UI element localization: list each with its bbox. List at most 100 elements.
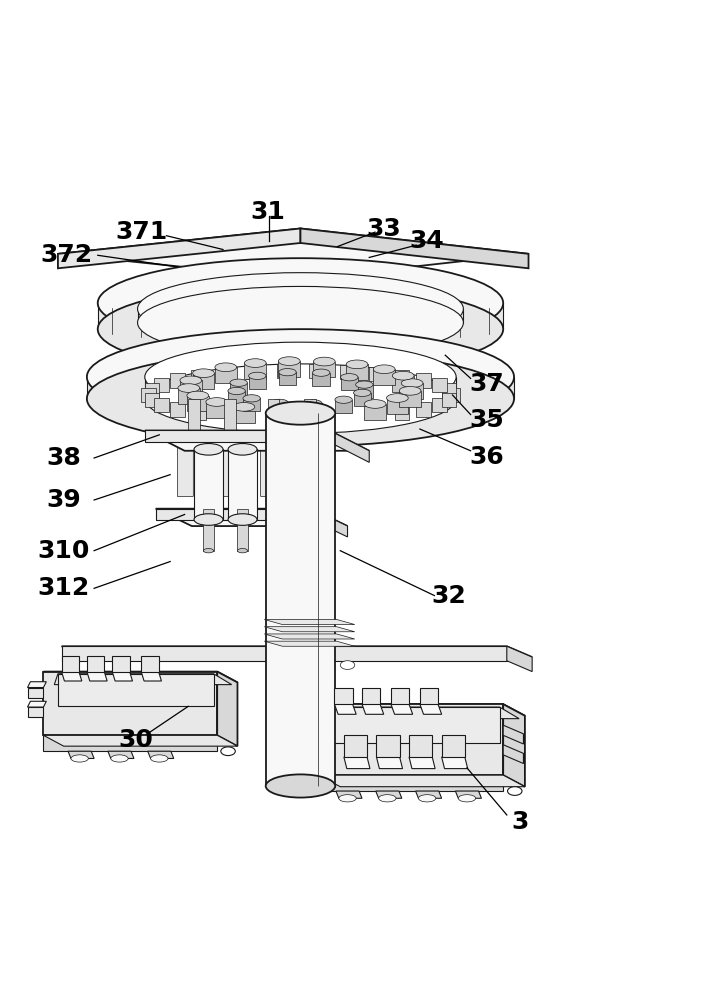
Polygon shape [392, 376, 414, 392]
Polygon shape [108, 751, 134, 758]
Polygon shape [507, 646, 532, 672]
Polygon shape [233, 407, 255, 423]
Polygon shape [141, 656, 159, 672]
Text: 3: 3 [511, 810, 529, 834]
Polygon shape [334, 688, 353, 704]
Polygon shape [215, 367, 237, 383]
Ellipse shape [335, 396, 353, 403]
Polygon shape [304, 399, 316, 442]
Polygon shape [58, 674, 214, 706]
Polygon shape [206, 402, 227, 418]
Ellipse shape [98, 284, 503, 374]
Polygon shape [43, 672, 217, 735]
Polygon shape [264, 627, 355, 632]
Polygon shape [376, 757, 403, 769]
Ellipse shape [387, 394, 408, 402]
Ellipse shape [508, 787, 522, 795]
Polygon shape [319, 775, 525, 787]
Polygon shape [355, 385, 373, 398]
Ellipse shape [178, 384, 200, 392]
Polygon shape [305, 403, 322, 416]
Ellipse shape [193, 369, 214, 378]
Polygon shape [43, 735, 237, 746]
Polygon shape [329, 430, 369, 462]
Text: 372: 372 [41, 243, 93, 267]
Text: 31: 31 [251, 200, 285, 224]
Polygon shape [261, 442, 277, 496]
Polygon shape [300, 442, 316, 496]
Polygon shape [178, 388, 200, 404]
Polygon shape [340, 377, 358, 390]
Polygon shape [246, 365, 261, 379]
Polygon shape [170, 402, 185, 417]
Polygon shape [442, 383, 456, 397]
Polygon shape [387, 398, 408, 414]
Polygon shape [344, 735, 367, 757]
Polygon shape [141, 672, 161, 681]
Polygon shape [112, 656, 130, 672]
Polygon shape [333, 707, 500, 743]
Polygon shape [369, 367, 384, 381]
Polygon shape [145, 377, 456, 399]
Text: 39: 39 [46, 488, 81, 512]
Ellipse shape [203, 549, 214, 553]
Polygon shape [319, 704, 503, 775]
Ellipse shape [355, 381, 373, 388]
Polygon shape [145, 430, 369, 451]
Polygon shape [217, 442, 233, 496]
Polygon shape [98, 303, 503, 329]
Polygon shape [145, 430, 329, 442]
Polygon shape [416, 373, 431, 388]
Ellipse shape [401, 379, 423, 387]
Ellipse shape [138, 286, 463, 359]
Polygon shape [271, 403, 288, 416]
Ellipse shape [111, 755, 128, 762]
Polygon shape [228, 449, 257, 520]
Ellipse shape [145, 364, 456, 433]
Polygon shape [141, 388, 156, 402]
Polygon shape [188, 399, 200, 442]
Polygon shape [193, 373, 214, 389]
Ellipse shape [279, 357, 300, 365]
Polygon shape [68, 751, 94, 758]
Polygon shape [154, 398, 169, 412]
Polygon shape [362, 688, 380, 704]
Polygon shape [43, 735, 217, 751]
Polygon shape [203, 509, 214, 551]
Ellipse shape [313, 357, 335, 366]
Ellipse shape [221, 747, 235, 756]
Ellipse shape [87, 329, 514, 425]
Polygon shape [364, 404, 386, 420]
Text: 36: 36 [469, 445, 504, 469]
Polygon shape [230, 383, 248, 396]
Ellipse shape [233, 403, 255, 411]
Polygon shape [442, 757, 468, 769]
Ellipse shape [305, 400, 322, 407]
Ellipse shape [374, 365, 395, 374]
Polygon shape [170, 373, 185, 388]
Polygon shape [340, 365, 355, 379]
Ellipse shape [340, 374, 358, 381]
Ellipse shape [243, 395, 261, 402]
Polygon shape [62, 672, 82, 681]
Ellipse shape [151, 755, 168, 762]
Polygon shape [187, 396, 209, 411]
Polygon shape [191, 406, 206, 420]
Polygon shape [416, 402, 431, 417]
Polygon shape [311, 509, 348, 537]
Polygon shape [399, 391, 421, 407]
Polygon shape [445, 388, 460, 402]
Polygon shape [224, 399, 236, 442]
Polygon shape [432, 398, 447, 412]
Polygon shape [237, 509, 248, 551]
Ellipse shape [98, 258, 503, 348]
Polygon shape [455, 791, 481, 798]
Ellipse shape [313, 369, 330, 376]
Polygon shape [156, 509, 348, 526]
Text: 371: 371 [116, 220, 168, 244]
Ellipse shape [206, 398, 227, 406]
Ellipse shape [180, 376, 202, 385]
Polygon shape [87, 656, 104, 672]
Polygon shape [268, 399, 279, 442]
Polygon shape [376, 735, 400, 757]
